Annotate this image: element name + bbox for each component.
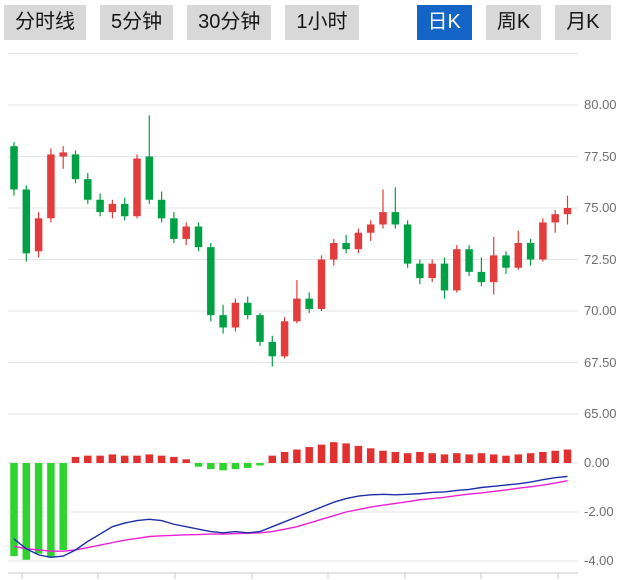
price-axis-label: 65.00: [584, 406, 617, 421]
price-axis-label: 77.50: [584, 149, 617, 164]
macd-axis-label: -4.00: [584, 553, 614, 568]
tab-time-line[interactable]: 分时线: [4, 5, 86, 40]
price-axis-label: 75.00: [584, 200, 617, 215]
price-axis-label: 70.00: [584, 303, 617, 318]
timeframe-toolbar: 分时线 5分钟 30分钟 1小时 日K 周K 月K: [4, 5, 611, 40]
tab-daily-k[interactable]: 日K: [416, 5, 472, 40]
tab-30min[interactable]: 30分钟: [187, 5, 272, 40]
price-axis-label: 67.50: [584, 355, 617, 370]
tab-1hour[interactable]: 1小时: [285, 5, 359, 40]
tab-weekly-k[interactable]: 周K: [485, 5, 542, 40]
price-axis-label: 80.00: [584, 97, 617, 112]
macd-axis-label: 0.00: [584, 455, 610, 470]
tab-5min[interactable]: 5分钟: [100, 5, 174, 40]
tab-monthly-k[interactable]: 月K: [555, 5, 611, 40]
price-axis-label: 72.50: [584, 252, 617, 267]
macd-axis-label: -2.00: [584, 504, 614, 519]
